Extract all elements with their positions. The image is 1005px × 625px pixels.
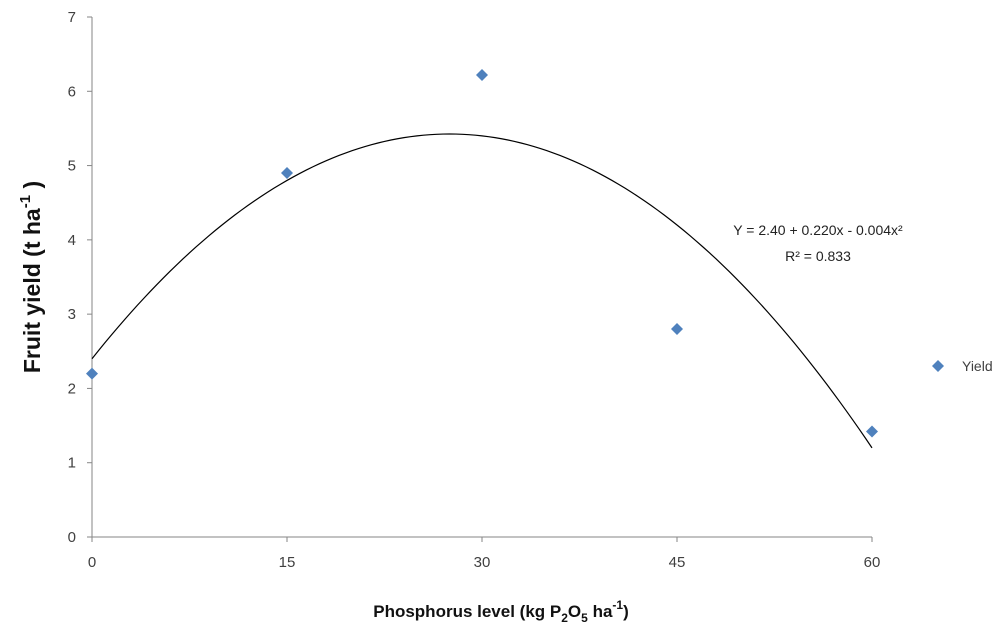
data-point xyxy=(476,68,488,81)
data-point xyxy=(281,167,293,179)
x-tick-label: 0 xyxy=(88,554,96,571)
legend-marker-diamond xyxy=(932,360,944,372)
y-tick-label: 5 xyxy=(68,158,76,175)
y-tick-label: 1 xyxy=(68,455,76,472)
x-tick-label: 60 xyxy=(864,554,881,571)
x-axis-title: Phosphorus level (kg P2O5 ha-1) xyxy=(373,598,629,625)
legend: Yield xyxy=(932,358,993,374)
x-axis: 0 15 30 45 60 xyxy=(88,536,881,571)
data-points xyxy=(86,68,878,438)
data-point xyxy=(86,367,98,380)
y-tick-label: 0 xyxy=(68,529,76,546)
y-tick-label: 6 xyxy=(68,83,76,100)
trendline-r2: R² = 0.833 xyxy=(785,248,851,264)
y-tick-label: 7 xyxy=(68,9,76,26)
y-axis: 0 1 2 3 4 5 6 7 xyxy=(68,9,93,546)
y-tick-label: 4 xyxy=(68,232,76,249)
trendline-equation: Y = 2.40 + 0.220x - 0.004x² xyxy=(733,222,903,238)
x-tick-label: 45 xyxy=(669,554,686,571)
y-tick-label: 3 xyxy=(68,306,76,323)
x-tick-label: 15 xyxy=(279,554,296,571)
x-tick-label: 30 xyxy=(474,554,491,571)
y-axis-title: Fruit yield (t ha-1 ) xyxy=(17,181,45,373)
legend-label-yield: Yield xyxy=(962,358,993,374)
trendline-curve xyxy=(91,133,873,449)
y-tick-label: 2 xyxy=(68,380,76,397)
data-point xyxy=(671,323,683,335)
data-point xyxy=(866,425,878,438)
